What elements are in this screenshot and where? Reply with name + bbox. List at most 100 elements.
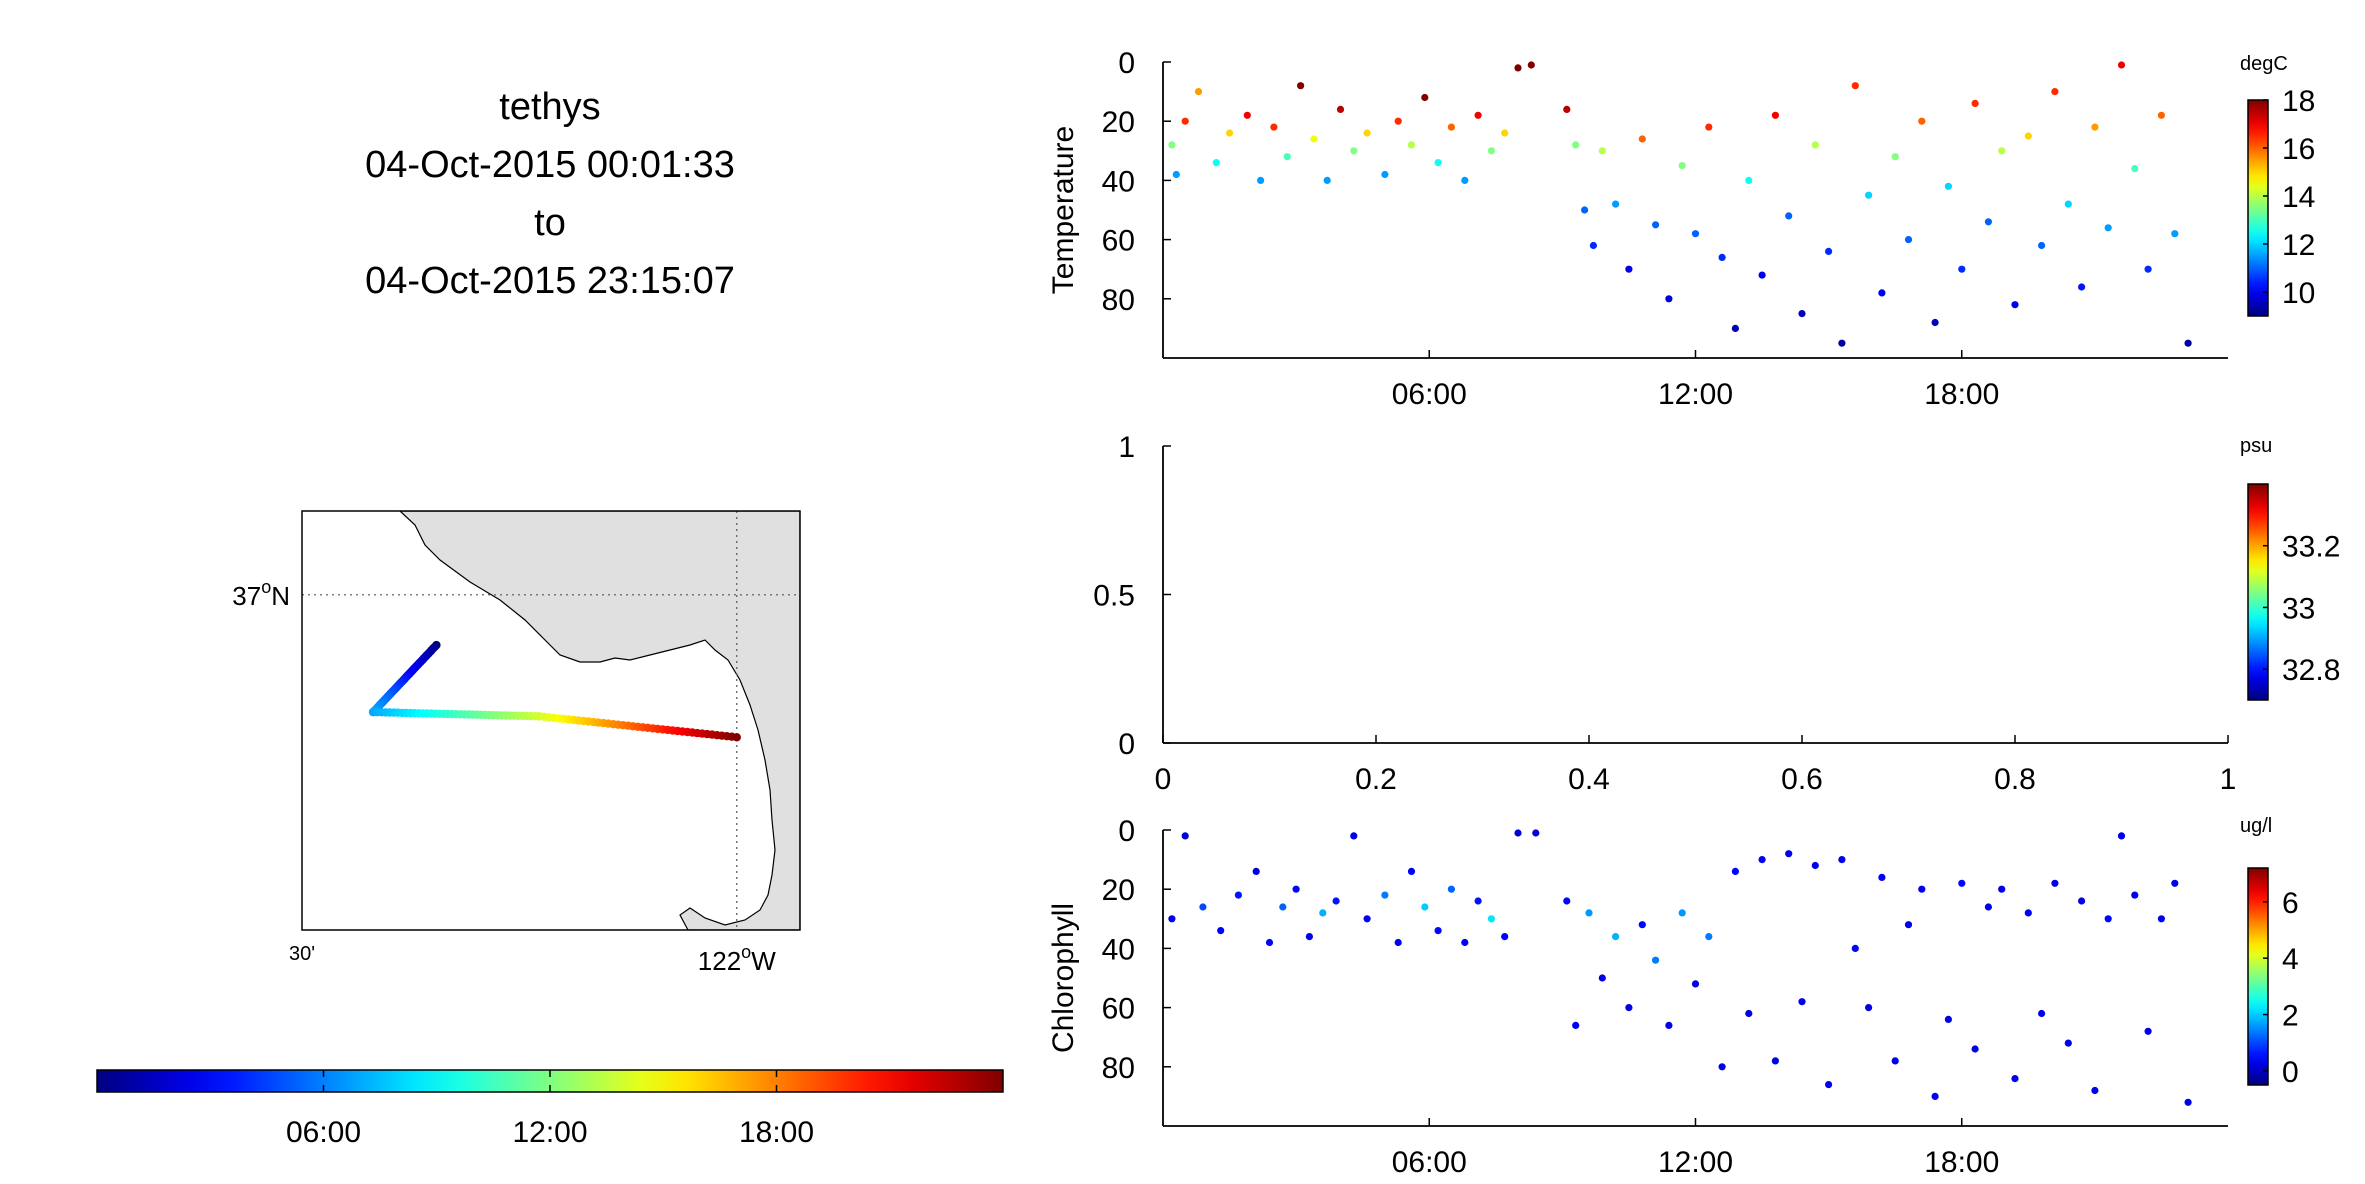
data-point [1944, 1015, 1952, 1024]
colorbar-tick-label: 18 [2282, 85, 2315, 118]
colorbar-tick-label: 16 [2282, 133, 2315, 166]
data-point [1771, 1057, 1779, 1065]
data-point [1851, 944, 1859, 953]
data-point [1572, 141, 1580, 149]
data-point [1811, 141, 1819, 149]
data-point [1297, 82, 1305, 90]
data-point [1514, 64, 1522, 72]
data-point [1625, 1004, 1633, 1012]
time-colorbar: 06:00 12:00 18:00 [96, 1069, 1004, 1149]
data-point [1363, 129, 1371, 137]
data-point [1283, 153, 1291, 161]
data-point [1226, 129, 1234, 137]
data-point [1172, 170, 1180, 179]
data-point [1838, 856, 1846, 864]
data-point [1851, 82, 1859, 90]
data-point [1563, 105, 1571, 113]
data-point [1381, 170, 1389, 179]
data-point [1771, 111, 1779, 119]
data-point [1461, 938, 1469, 947]
data-point [1931, 1092, 1939, 1100]
data-point [1758, 856, 1766, 864]
map-frame [301, 510, 801, 931]
data-point [1785, 850, 1793, 858]
data-point [1181, 832, 1189, 840]
colorbar-tick-label: 33.2 [2282, 531, 2340, 564]
map: 37oN 30' 122oW [232, 510, 801, 976]
data-point [2064, 200, 2072, 208]
data-point [1292, 885, 1300, 893]
data-point [1394, 938, 1402, 947]
data-point [1394, 117, 1402, 125]
data-point [1407, 141, 1416, 149]
data-point [1199, 903, 1207, 911]
data-point [1731, 324, 1739, 332]
data-point [1501, 933, 1509, 941]
data-point [1319, 909, 1327, 917]
data-point [1265, 938, 1274, 947]
data-point [2091, 123, 2099, 131]
data-point [1984, 218, 1992, 226]
colorbar [2247, 867, 2269, 1086]
data-point [1421, 93, 1429, 102]
data-point [2038, 241, 2046, 250]
data-point [1487, 147, 1495, 155]
data-point [2051, 879, 2059, 887]
colorbar-unit: ug/l [2240, 815, 2272, 837]
data-point [1691, 980, 1700, 988]
data-point [1527, 61, 1535, 69]
data-point [1447, 885, 1455, 893]
data-point [1705, 123, 1713, 131]
lat-label: 37oN [232, 577, 290, 611]
data-point [1998, 147, 2006, 155]
time-colorbar-tick-label: 06:00 [286, 1116, 361, 1149]
map-area [302, 511, 800, 930]
data-point [1625, 265, 1633, 273]
data-point [2171, 879, 2179, 887]
x-tick-label: 0.4 [1568, 763, 1610, 796]
x-tick-label: 0 [1155, 763, 1172, 796]
colorbar [2247, 99, 2269, 317]
data-point [2024, 132, 2032, 140]
data-point [1745, 176, 1753, 184]
data-point [1918, 117, 1926, 125]
data-point [1474, 111, 1482, 119]
data-point [2131, 165, 2139, 173]
data-point [1665, 1021, 1673, 1029]
data-point [1891, 153, 1899, 161]
colorbar-unit: psu [2240, 435, 2272, 457]
colorbar-tick-label: 32.8 [2282, 654, 2340, 687]
data-point [1798, 998, 1806, 1006]
colorbar-tick-label: 14 [2282, 181, 2315, 214]
x-tick-label: 18:00 [1924, 378, 1999, 411]
data-point [1971, 99, 1979, 107]
colorbar-tick-label: 10 [2282, 277, 2315, 310]
data-point [1585, 909, 1593, 917]
colorbar-tick-label: 33 [2282, 592, 2315, 625]
data-point [1234, 891, 1242, 899]
y-tick-label: 60 [1102, 993, 1135, 1026]
data-point [1811, 861, 1819, 870]
colorbar-tick-label: 2 [2282, 1000, 2299, 1033]
data-point [1305, 933, 1313, 941]
data-point [1691, 230, 1700, 238]
data-point [1612, 933, 1620, 941]
data-point [1891, 1057, 1899, 1065]
data-point [1998, 885, 2006, 893]
data-point [2117, 61, 2126, 69]
data-point [1865, 191, 1873, 199]
data-point [1758, 271, 1766, 279]
data-point [1572, 1021, 1580, 1029]
data-point [1421, 903, 1429, 911]
data-point [1589, 241, 1597, 250]
time-colorbar-tick-label: 12:00 [512, 1116, 587, 1149]
data-point [1212, 159, 1220, 167]
x-tick-label: 12:00 [1658, 1146, 1733, 1179]
colorbar-tick-label: 4 [2282, 943, 2299, 976]
data-point [2104, 224, 2112, 232]
data-point [1731, 867, 1739, 876]
data-point [1474, 897, 1482, 905]
land [399, 511, 800, 930]
